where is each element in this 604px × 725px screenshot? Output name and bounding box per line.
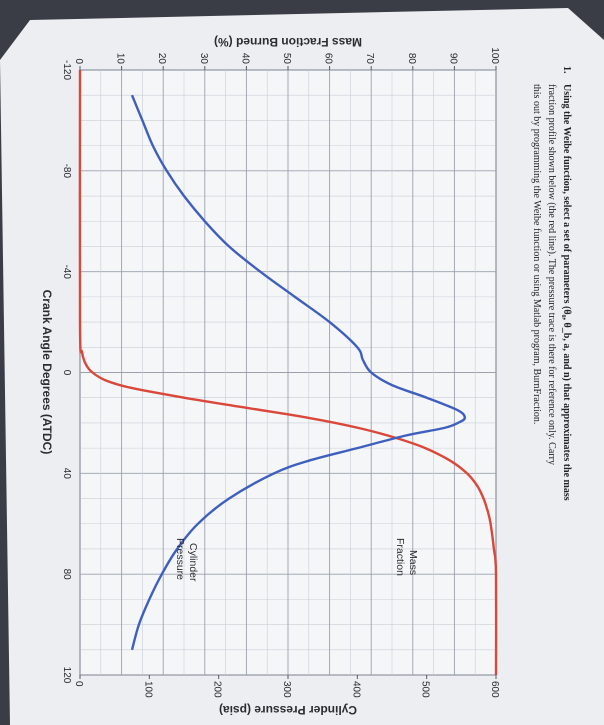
y-right-tick-label: 200	[212, 681, 223, 698]
x-axis-ticks: -120 -80 -40 0 40 80 120	[61, 60, 72, 684]
y-right-axis-title: Cylinder Pressure (psia)	[219, 703, 357, 717]
x-tick-label: 40	[61, 468, 72, 480]
y-left-tick-label: 40	[239, 53, 250, 65]
problem-line-2: fraction profile shown below (the red li…	[546, 84, 557, 465]
legend-mass-fraction-2: Fraction	[394, 538, 406, 576]
y-left-tick-label: 100	[489, 47, 500, 64]
series-lines	[78, 69, 498, 676]
mass-fraction-line	[78, 69, 498, 676]
y-left-tick-label: 60	[323, 53, 334, 65]
x-axis-title: Crank Angle Degrees (ATDC)	[40, 290, 54, 455]
y-right-axis-ticks: 0 100 200 300 400 500 600	[73, 675, 500, 698]
legend-cylinder-pressure-2: Pressure	[174, 538, 186, 580]
problem-line-1: Using the Weibe function, select a set o…	[561, 84, 572, 501]
grid	[79, 69, 497, 676]
y-left-tick-label: 70	[364, 53, 375, 65]
x-tick-label: 80	[61, 569, 72, 581]
x-tick-label: -80	[61, 164, 72, 179]
y-right-tick-label: 600	[489, 681, 500, 698]
x-tick-label: 120	[61, 667, 72, 684]
y-right-tick-label: 400	[350, 681, 361, 698]
y-left-tick-label: 90	[447, 53, 458, 65]
y-left-tick-label: 80	[406, 53, 417, 65]
y-right-tick-label: 0	[73, 681, 84, 687]
legend: Mass Fraction Cylinder Pressure	[174, 538, 419, 582]
problem-text: 1. Using the Weibe function, select a se…	[531, 66, 572, 501]
problem-line-3: this out by programming the Weibe functi…	[531, 84, 542, 424]
y-left-axis-title: Mass Fraction Burned (%)	[214, 35, 362, 49]
y-left-tick-label: 20	[156, 53, 167, 65]
x-tick-label: -120	[61, 60, 72, 80]
y-right-tick-label: 500	[420, 681, 431, 698]
x-tick-label: -40	[61, 264, 72, 279]
y-left-tick-label: 0	[73, 58, 84, 64]
legend-mass-fraction-1: Mass	[407, 550, 419, 575]
y-right-tick-label: 300	[281, 681, 292, 698]
y-left-tick-label: 50	[281, 53, 292, 65]
legend-cylinder-pressure-1: Cylinder	[187, 543, 199, 582]
rotated-page: 1. Using the Weibe function, select a se…	[40, 35, 572, 717]
y-left-axis-ticks: 0 10 20 30 40 50 60 70 80 90 100	[73, 47, 500, 70]
y-left-tick-label: 10	[115, 53, 126, 65]
problem-number: 1.	[561, 66, 572, 74]
x-tick-label: 0	[61, 370, 72, 376]
cylinder-pressure-line	[130, 94, 466, 651]
y-right-tick-label: 100	[142, 681, 153, 698]
y-left-tick-label: 30	[198, 53, 209, 65]
